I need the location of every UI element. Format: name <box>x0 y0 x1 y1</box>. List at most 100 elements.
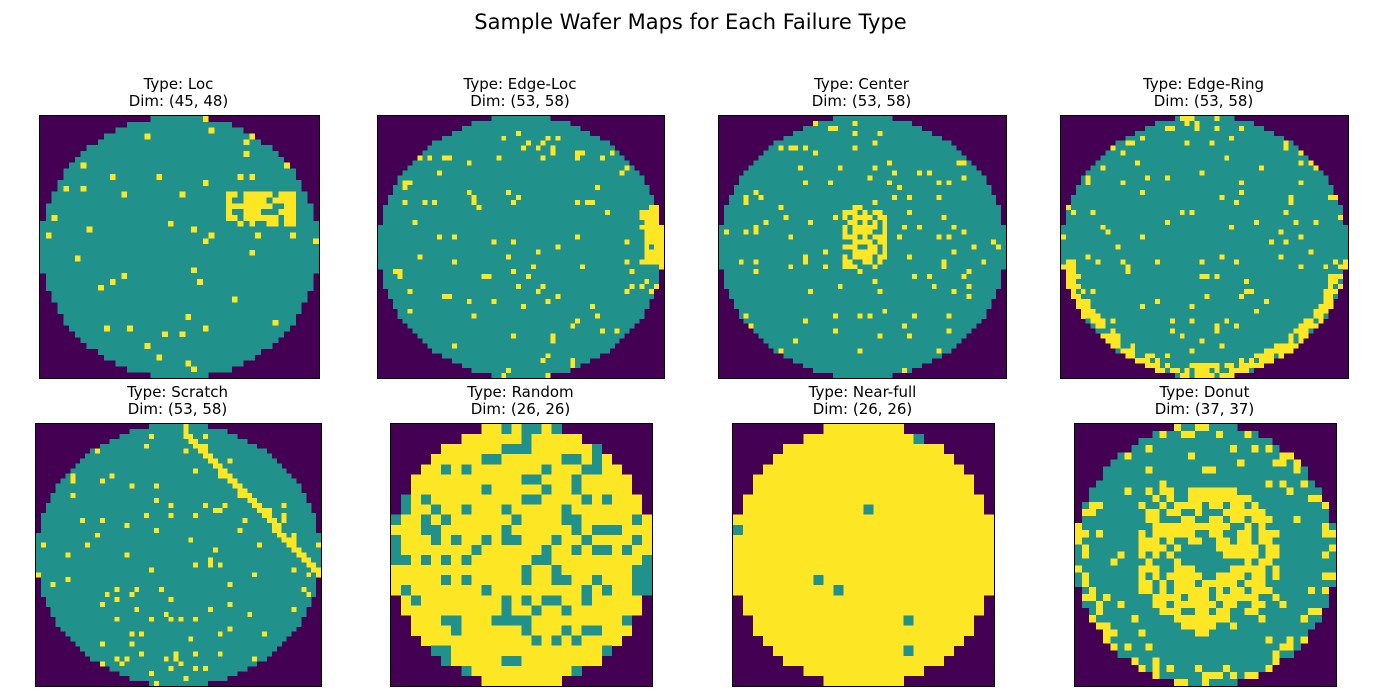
die-pass <box>179 360 186 367</box>
die-pass <box>511 373 517 378</box>
die-pass <box>255 273 261 280</box>
die-pass <box>249 302 256 309</box>
die-pass <box>491 185 497 191</box>
die-pass <box>516 353 522 359</box>
die-pass <box>51 273 58 280</box>
die-pass <box>501 328 507 334</box>
die-pass <box>115 209 122 216</box>
die-pass <box>392 190 398 196</box>
die-pass <box>530 204 536 211</box>
die-pass <box>80 249 87 256</box>
die-pass <box>243 168 250 175</box>
die-pass <box>422 284 428 290</box>
die-pass <box>857 116 863 122</box>
die-pass <box>575 229 581 235</box>
die-pass <box>491 328 497 334</box>
die-pass <box>486 328 492 334</box>
die-fail <box>961 160 967 166</box>
die-pass <box>378 234 384 240</box>
die-pass <box>565 353 571 359</box>
die-pass <box>565 204 571 211</box>
die-pass <box>173 313 180 320</box>
die-pass <box>941 165 947 171</box>
die-pass <box>226 279 232 285</box>
die-pass <box>74 279 81 285</box>
die-fail <box>778 204 784 211</box>
die-pass <box>832 195 838 201</box>
die-pass <box>832 160 838 166</box>
die-pass <box>150 162 157 169</box>
die-pass <box>231 226 238 233</box>
die-pass <box>580 209 586 215</box>
die-pass <box>575 298 581 304</box>
die-pass <box>156 308 163 315</box>
die-pass <box>313 261 319 268</box>
die-pass <box>649 264 655 270</box>
die-pass <box>407 293 413 300</box>
die-pass <box>80 331 87 338</box>
die-pass <box>98 302 105 309</box>
die-pass <box>220 244 227 251</box>
die-pass <box>550 195 556 201</box>
die-pass <box>173 156 180 163</box>
die-pass <box>555 368 561 374</box>
die-pass <box>614 190 620 196</box>
die-pass <box>266 209 273 216</box>
die-pass <box>456 358 462 364</box>
die-pass <box>748 195 754 201</box>
die-pass <box>599 348 605 354</box>
die-pass <box>486 234 492 240</box>
die-pass <box>877 204 883 211</box>
die-pass <box>817 195 824 201</box>
die-pass <box>530 274 536 280</box>
die-pass <box>847 140 853 146</box>
die-pass <box>427 279 433 285</box>
die-pass <box>590 160 596 166</box>
die-pass <box>272 180 279 186</box>
die-pass <box>417 259 423 265</box>
die-pass <box>196 319 203 326</box>
die-pass <box>167 337 174 344</box>
die-pass <box>594 180 600 186</box>
die-pass <box>442 279 448 285</box>
die-pass <box>585 150 591 156</box>
die-pass <box>387 264 393 270</box>
die-pass <box>98 191 105 198</box>
die-pass <box>481 140 487 146</box>
die-pass <box>803 135 809 141</box>
die-pass <box>535 308 541 314</box>
die-pass <box>486 229 492 235</box>
die-pass <box>560 358 566 364</box>
die-pass <box>115 296 122 303</box>
die-pass <box>594 214 600 220</box>
die-pass <box>86 238 93 245</box>
die-fail <box>649 229 655 235</box>
die-pass <box>550 279 556 285</box>
die-pass <box>260 168 267 175</box>
die-pass <box>272 185 279 192</box>
die-pass <box>167 238 174 245</box>
die-pass <box>897 195 903 201</box>
die-pass <box>40 267 46 274</box>
die-pass <box>476 185 482 191</box>
die-pass <box>491 204 497 211</box>
die-pass <box>289 284 296 291</box>
die-pass <box>580 195 586 201</box>
die-pass <box>817 120 824 126</box>
die-pass <box>150 261 157 268</box>
die-pass <box>634 313 640 319</box>
die-pass <box>461 343 467 349</box>
die-pass <box>585 160 591 166</box>
die-pass <box>466 328 472 334</box>
die-pass <box>857 200 863 206</box>
die-pass <box>179 145 186 152</box>
die-pass <box>545 368 551 374</box>
die-pass <box>599 229 605 235</box>
die-pass <box>530 348 536 354</box>
die-pass <box>162 232 168 239</box>
die-pass <box>447 313 453 319</box>
die-pass <box>604 328 610 334</box>
die-pass <box>521 289 527 295</box>
die-pass <box>862 204 868 211</box>
die-pass <box>220 249 227 256</box>
